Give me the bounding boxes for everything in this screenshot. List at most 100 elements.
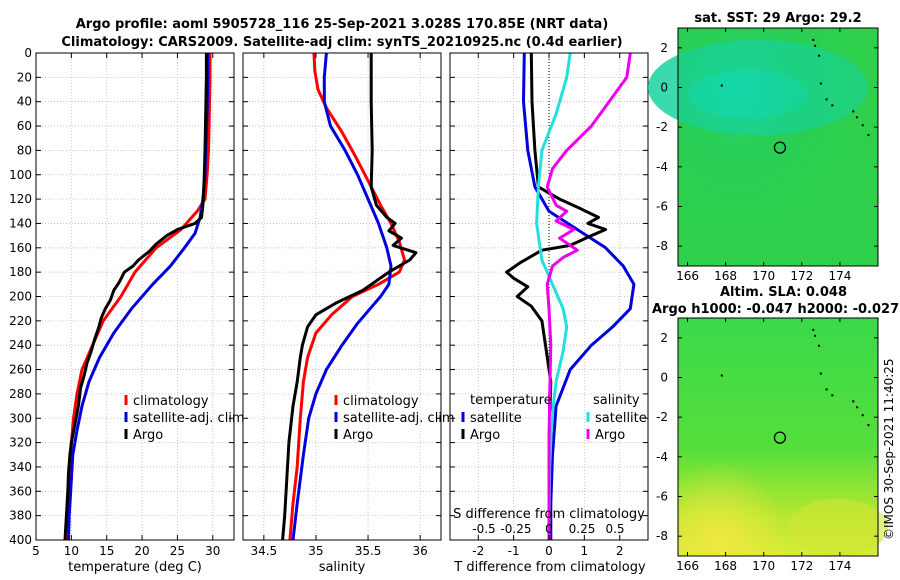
- x-tick-label: 25: [170, 544, 185, 558]
- x-tick-label: 35.5: [355, 544, 382, 558]
- x-tick-label: 15: [99, 544, 114, 558]
- y-tick-label: 380: [9, 509, 32, 523]
- x-tick-label: 34.5: [250, 544, 277, 558]
- x-tick-label: 5: [32, 544, 40, 558]
- y-tick-label: 120: [9, 192, 32, 206]
- sst-map: 166 168 170 172 174 2 0 -2 -4 -6 -8 sat. SST: 29 Ar…: [648, 11, 879, 283]
- series-line-satellite-adj-clim: [291, 52, 393, 541]
- x-tick-label: 172: [790, 559, 813, 573]
- y-tick-label: 0: [24, 46, 32, 60]
- x-tick-label: 1: [581, 544, 589, 558]
- island: [825, 98, 828, 101]
- y-tick-label: 40: [17, 95, 32, 109]
- x-axis-label: temperature (deg C): [68, 560, 202, 575]
- x-tick-label: 168: [714, 559, 737, 573]
- x-axis-label: T difference from climatology: [453, 560, 646, 575]
- series-line-t-satellite: [522, 52, 636, 540]
- legend-label: Argo: [470, 428, 500, 443]
- y-tick-label: -4: [656, 450, 668, 464]
- top-tick-label: 0.5: [605, 522, 624, 536]
- x-tick-label: 0: [545, 544, 553, 558]
- x-tick-label: 166: [676, 559, 699, 573]
- legend-label: Argo: [343, 428, 373, 443]
- map-subtitle: Argo h1000: -0.047 h2000: -0.027: [652, 302, 899, 317]
- y-tick-label: -2: [656, 410, 668, 424]
- y-tick-label: 60: [17, 119, 32, 133]
- island: [861, 414, 864, 417]
- sla-map: 166 168 170 172 174 2 0 -2 -4 -6 -8 Altim. SLA: 0.0…: [652, 285, 899, 573]
- island: [852, 400, 855, 403]
- x-tick-label: 168: [714, 269, 737, 283]
- island: [856, 116, 859, 119]
- series-line-argo: [281, 53, 418, 541]
- title-line2: Climatology: CARS2009. Satellite-adj cli…: [61, 35, 622, 50]
- island: [831, 104, 834, 107]
- island: [819, 372, 822, 375]
- island: [720, 374, 723, 377]
- x-tick-label: 172: [790, 269, 813, 283]
- island: [812, 38, 815, 41]
- legend-label: satellite: [470, 411, 522, 426]
- y-tick-label: 340: [9, 460, 32, 474]
- y-tick-label: 0: [660, 81, 668, 95]
- y-tick-label: -8: [656, 529, 668, 543]
- y-tick-label: 2: [660, 331, 668, 345]
- island: [819, 82, 822, 85]
- legend-label: Argo: [595, 428, 625, 443]
- island: [861, 124, 864, 127]
- x-tick-label: -1: [508, 544, 520, 558]
- island: [814, 44, 817, 47]
- argo-location-marker: [773, 141, 787, 154]
- x-tick-label: 2: [616, 544, 624, 558]
- legend-label: Argo: [133, 428, 163, 443]
- y-tick-label: -6: [656, 200, 668, 214]
- series-line-argo: [63, 53, 208, 541]
- difference-panel: -2 -1 0 1 2 T difference from climatology temp…: [449, 52, 649, 575]
- temperature-panel: 5 10 15 20 25 3002040608010012014016018020022…: [9, 46, 245, 575]
- y-tick-label: -8: [656, 239, 668, 253]
- sla-high: [788, 498, 888, 556]
- legend-header-salinity: salinity: [593, 393, 640, 408]
- island: [817, 344, 820, 347]
- top-tick-label: -0.5: [472, 522, 495, 536]
- y-tick-label: -4: [656, 160, 668, 174]
- x-tick-label: 10: [64, 544, 79, 558]
- x-axis-label: salinity: [319, 560, 366, 575]
- island: [867, 134, 870, 137]
- legend-label: climatology: [343, 394, 419, 409]
- map-shading: [678, 28, 878, 266]
- y-tick-label: 140: [9, 216, 32, 230]
- y-tick-label: 240: [9, 338, 32, 352]
- series-line-s-argo: [545, 52, 632, 540]
- top-axis-label: S difference from climatology: [453, 507, 645, 522]
- x-tick-label: -2: [472, 544, 484, 558]
- y-tick-label: 160: [9, 241, 32, 255]
- island: [831, 394, 834, 397]
- y-tick-label: 260: [9, 363, 32, 377]
- argo-location-marker: [773, 431, 787, 444]
- top-tick-label: 0.25: [569, 522, 596, 536]
- y-tick-label: 400: [9, 533, 32, 547]
- island: [814, 334, 817, 337]
- x-tick-label: 166: [676, 269, 699, 283]
- x-tick-label: 170: [752, 559, 775, 573]
- map-frame: [677, 317, 879, 557]
- y-tick-label: -2: [656, 120, 668, 134]
- island: [720, 84, 723, 87]
- island: [817, 54, 820, 57]
- y-tick-label: 300: [9, 411, 32, 425]
- legend-label: satellite-adj. clim: [343, 411, 455, 426]
- legend-label: satellite: [595, 411, 647, 426]
- x-tick-label: 174: [828, 269, 851, 283]
- y-tick-label: -6: [656, 490, 668, 504]
- y-tick-label: 200: [9, 290, 32, 304]
- legend-label: satellite-adj. clim: [133, 411, 245, 426]
- y-tick-label: 280: [9, 387, 32, 401]
- legend-label: climatology: [133, 394, 209, 409]
- series-line-s-satellite: [535, 52, 572, 541]
- y-tick-label: 180: [9, 265, 32, 279]
- y-tick-label: 2: [660, 41, 668, 55]
- y-tick-label: 0: [660, 371, 668, 385]
- title-line1: Argo profile: aoml 5905728_116 25-Sep-20…: [76, 17, 609, 32]
